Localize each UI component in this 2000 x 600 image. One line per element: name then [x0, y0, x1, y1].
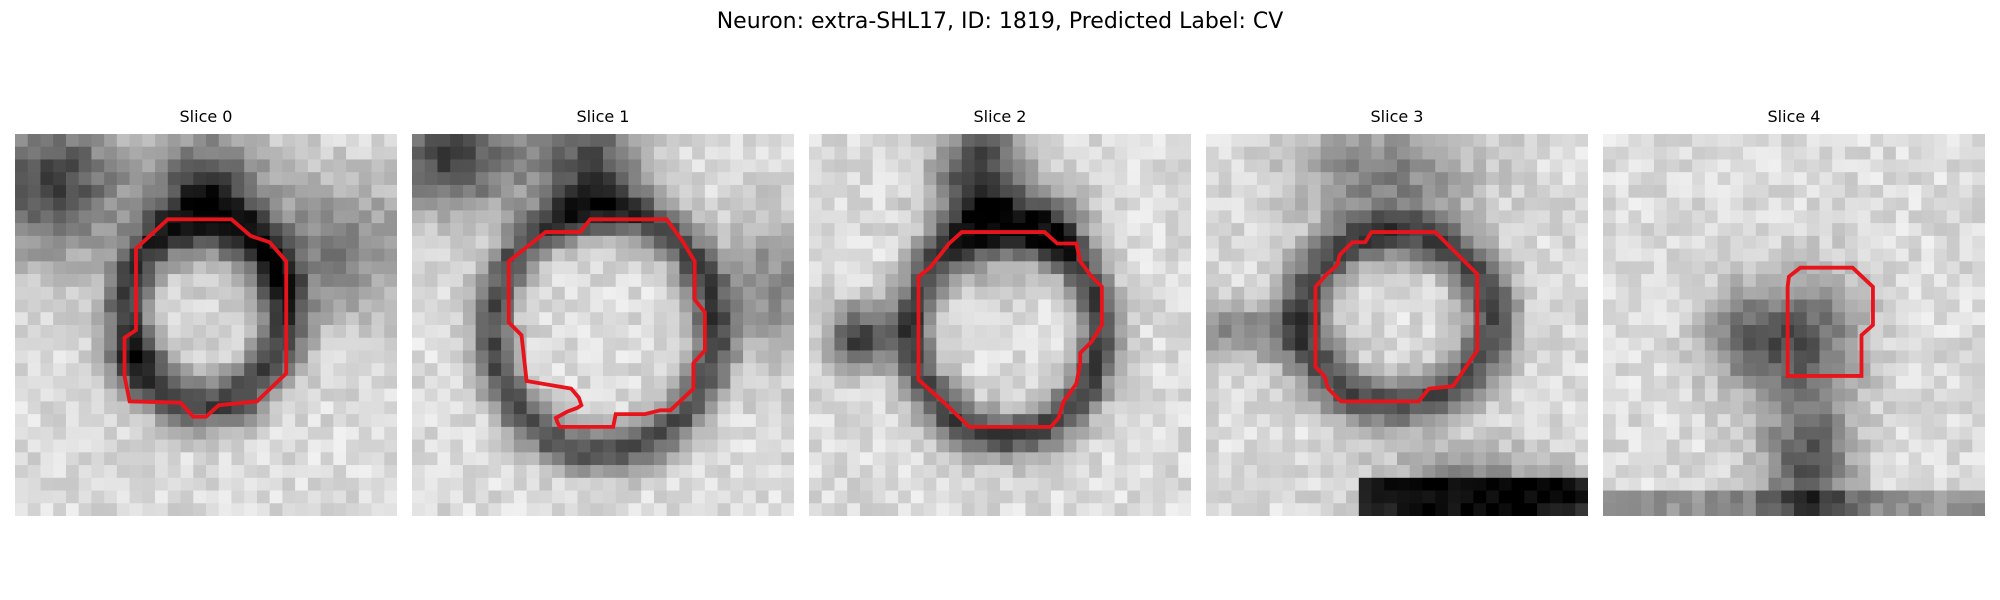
- slice-image-0: [15, 134, 397, 516]
- slice-image-3: [1206, 134, 1588, 516]
- slice-image-2: [809, 134, 1191, 516]
- slice-title: Slice 4: [1767, 107, 1821, 126]
- figure-title: Neuron: extra-SHL17, ID: 1819, Predicted…: [716, 9, 1284, 34]
- slice-image-4: [1603, 134, 1985, 516]
- slice-title: Slice 2: [973, 107, 1027, 126]
- segmentation-outline: [506, 217, 707, 429]
- microscopy-pixels: [809, 134, 1191, 516]
- microscopy-pixels: [412, 134, 794, 516]
- slice-title: Slice 3: [1370, 107, 1424, 126]
- slice-image-1: [412, 134, 794, 516]
- microscopy-pixels: [15, 134, 397, 516]
- segmentation-outline: [1313, 230, 1480, 404]
- segmentation-outline: [1785, 265, 1875, 378]
- slice-title: Slice 1: [576, 107, 630, 126]
- segmentation-outline: [122, 217, 289, 419]
- microscopy-pixels: [1206, 134, 1588, 516]
- microscopy-pixels: [1603, 134, 1985, 516]
- segmentation-outline: [916, 230, 1104, 429]
- slice-title: Slice 0: [179, 107, 233, 126]
